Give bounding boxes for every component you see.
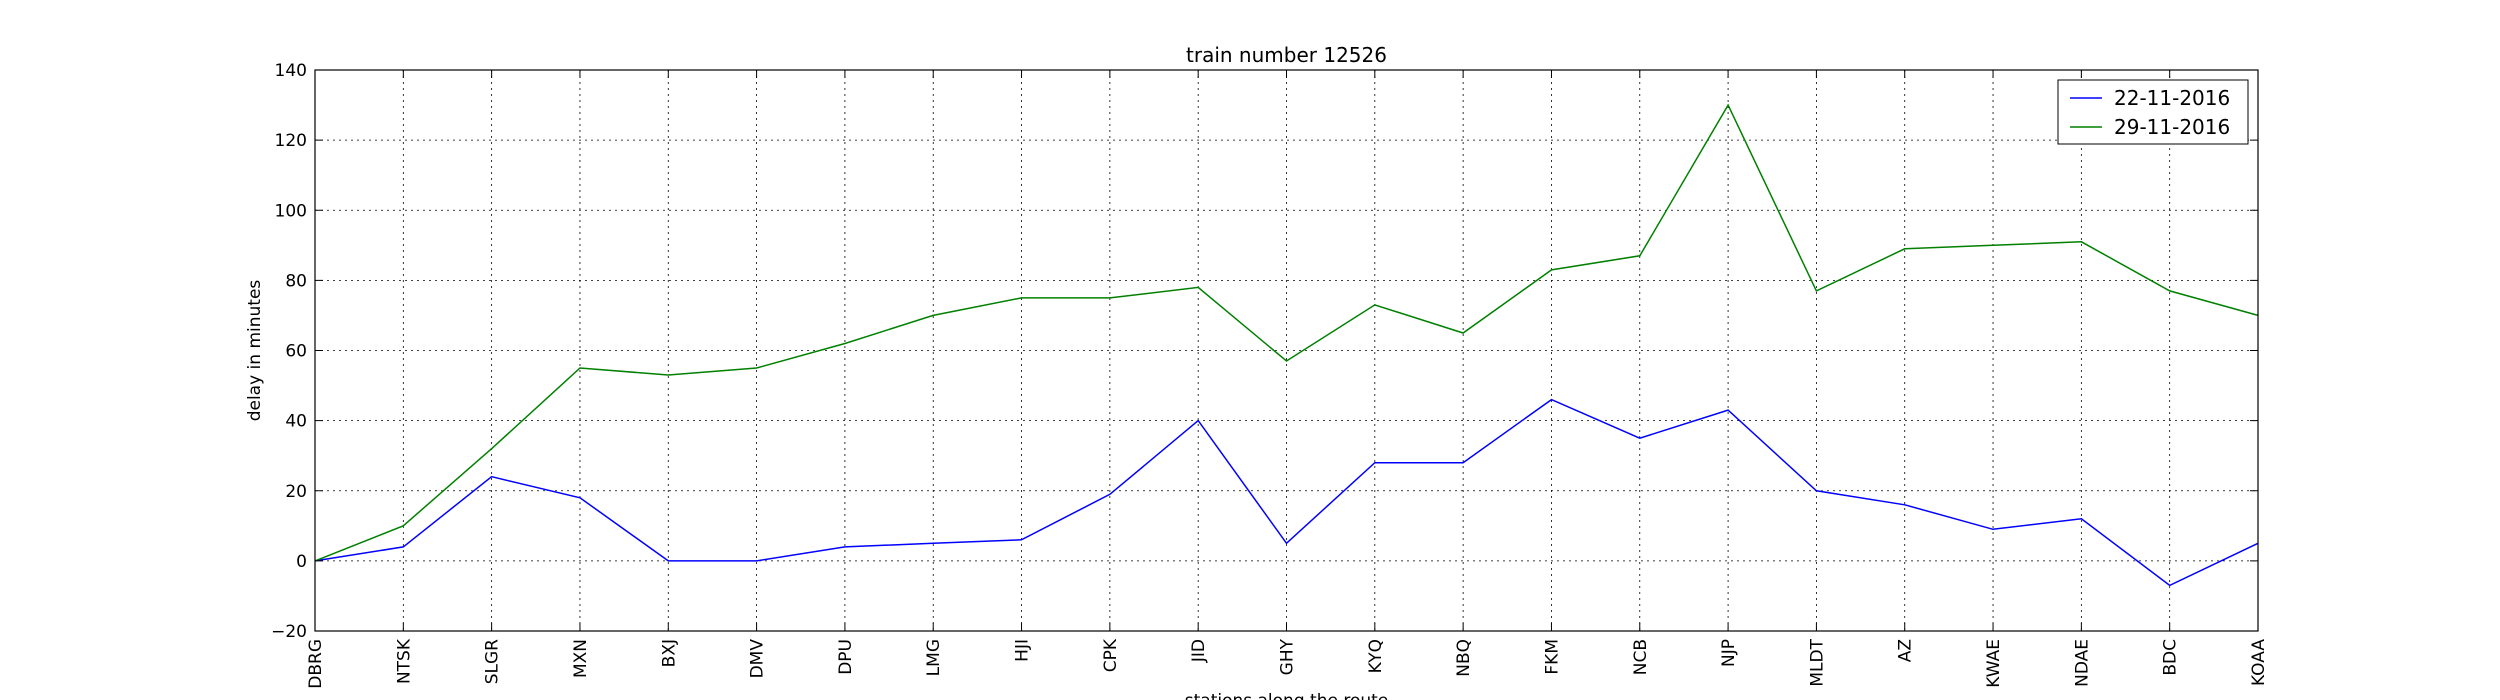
y-tick-label: 120 [275, 131, 307, 151]
y-axis-label: delay in minutes [245, 280, 265, 422]
x-tick-label: HJI [1013, 639, 1033, 662]
y-axis: −20 0 20 40 60 80 100 120 140 [271, 61, 2258, 642]
legend-box [2057, 79, 2249, 145]
x-axis: DBRG NTSK SLGR MXN BXJ DMV DPU LMG HJI CPK JID GHY K… [306, 70, 2269, 689]
legend-entry: 22-11-2016 [2114, 86, 2230, 110]
series-line-1 [314, 398, 2259, 587]
x-tick-label: GHY [1278, 638, 1298, 675]
y-tick-label: 40 [285, 412, 307, 432]
y-tick-label: 20 [285, 482, 307, 502]
x-tick-label: BDC [2161, 639, 2181, 676]
x-tick-label: NCB [1631, 639, 1651, 675]
x-tick-label: DMV [748, 639, 768, 679]
x-tick-label: LMG [924, 639, 944, 676]
y-tick-label: −20 [271, 622, 307, 642]
x-tick-label: NJP [1719, 639, 1739, 667]
x-tick-label: DPU [836, 639, 856, 675]
legend-entry: 29-11-2016 [2114, 115, 2230, 139]
legend: 22-11-2016 29-11-2016 [2057, 79, 2249, 145]
y-tick-label: 140 [275, 61, 307, 81]
x-tick-label: AZ [1896, 639, 1916, 662]
x-tick-label: JID [1189, 639, 1209, 663]
x-tick-label: KOAA [2249, 639, 2269, 686]
chart-title: train number 12526 [1186, 43, 1387, 67]
x-tick-label: NDAE [2072, 639, 2092, 687]
y-tick-label: 100 [275, 201, 307, 221]
x-tick-label: NTSK [394, 638, 414, 684]
y-tick-label: 0 [296, 552, 307, 572]
x-tick-label: NBQ [1454, 639, 1474, 677]
series-lines [314, 103, 2259, 587]
x-tick-label: MLDT [1807, 638, 1827, 686]
series-line-2 [314, 103, 2259, 562]
x-tick-label: DBRG [306, 639, 326, 689]
x-tick-label: CPK [1101, 638, 1121, 672]
y-tick-label: 80 [285, 271, 307, 291]
x-tick-label: SLGR [483, 639, 503, 684]
x-tick-label: MXN [571, 639, 591, 678]
x-tick-label: BXJ [659, 639, 679, 667]
x-axis-label: stations along the route [1185, 691, 1389, 700]
grid [314, 69, 2259, 632]
y-tick-label: 60 [285, 342, 307, 362]
x-tick-label: KYQ [1366, 639, 1386, 673]
x-tick-label: FKM [1542, 639, 1562, 675]
x-tick-label: KWAE [1984, 639, 2004, 688]
